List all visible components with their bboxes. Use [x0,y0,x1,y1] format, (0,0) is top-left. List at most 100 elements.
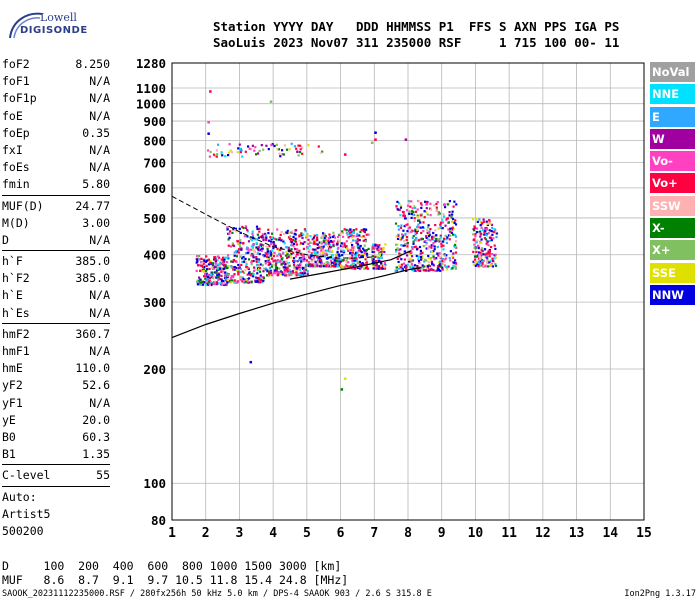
echo-point [360,235,363,238]
param-value: 385.0 [75,271,110,286]
echo-point [251,235,255,238]
echo-point [231,242,234,245]
echo-point [238,266,241,269]
echo-point [408,260,411,263]
echo-point [302,254,306,257]
echo-point [325,264,328,267]
echo-point [255,276,258,279]
echo-point [220,258,223,261]
echo-point [474,233,477,236]
echo-point [310,254,313,257]
echo-point [487,250,490,253]
echo-point [397,233,400,236]
echo-point [425,243,428,246]
echo-point [355,257,358,260]
echo-point [311,265,314,268]
echo-point [421,264,424,267]
echo-point [412,211,415,214]
echo-point [264,262,267,265]
echo-point [403,258,406,261]
echo-point [271,253,274,256]
echo-point [270,144,273,147]
echo-point [256,277,259,280]
echo-point [483,237,486,240]
echo-point [278,271,281,274]
echo-point [220,283,223,286]
echo-point [312,256,315,259]
echo-point [287,255,290,258]
echo-point [203,281,206,284]
echo-point [398,264,401,267]
param-value: N/A [89,344,110,358]
echo-point [351,267,354,270]
echo-point [211,282,214,285]
echo-point [230,266,233,269]
echo-point [201,270,204,273]
echo-point [289,273,292,276]
echo-point [349,255,352,258]
echo-point [492,259,495,262]
x-tick-label: 12 [535,526,551,541]
echo-point [338,233,341,237]
echo-point [474,235,477,238]
echo-point [367,247,370,250]
echo-point [261,244,264,247]
echo-point [330,250,334,253]
echo-point [210,272,214,275]
echo-point [346,233,349,236]
echo-point [226,266,229,269]
echo-point [485,234,488,237]
echo-point [378,253,381,256]
echo-point [316,254,319,257]
echo-point [279,253,282,256]
echo-point [258,268,261,271]
echo-point [238,243,241,246]
echo-point [428,268,431,271]
echo-point [436,245,439,249]
echo-point [205,264,208,267]
echo-point [352,234,355,237]
echo-point [318,265,321,268]
echo-point [409,267,412,270]
param-label: fmin [2,177,30,192]
echo-point [345,266,348,269]
echo-point [352,231,355,234]
echo-point [415,236,418,240]
echo-point [485,252,488,255]
echo-point [236,242,240,245]
echo-point [357,266,360,270]
echo-point [266,247,269,251]
echo-point [286,270,289,273]
echo-point [415,254,418,258]
echo-point [354,239,357,242]
echo-point [223,283,226,287]
echo-point [255,264,259,267]
echo-point [258,230,261,233]
echo-point [430,244,433,247]
x-tick-label: 10 [468,526,484,541]
echo-point [400,266,403,269]
echo-point [289,249,292,252]
echo-point [324,235,327,238]
param-label: foF1 [2,74,30,89]
echo-point [417,260,421,263]
echo-point [434,240,437,243]
echo-point [382,266,386,269]
echo-point [201,265,204,269]
echo-point [443,258,446,261]
echo-point [210,273,213,276]
echo-point [325,265,328,268]
echo-point [423,260,426,263]
echo-point [272,260,275,263]
echo-point [211,264,215,268]
echo-point [302,257,305,260]
echo-point [374,267,377,270]
echo-point [485,242,488,245]
echo-point [314,260,317,263]
echo-point [274,244,277,247]
echo-point [362,228,365,231]
echo-point [277,148,280,151]
echo-point [413,213,416,216]
echo-point [238,143,241,146]
echo-point [343,244,346,247]
